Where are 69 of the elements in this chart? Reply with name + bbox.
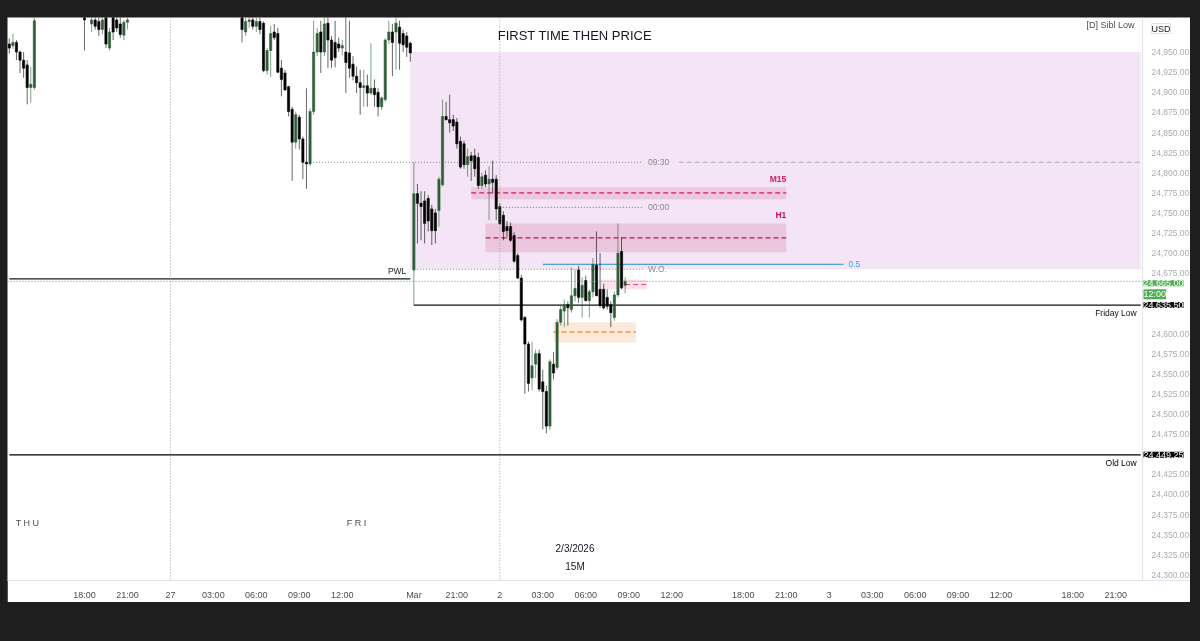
x-tick-label: 2 <box>497 589 503 600</box>
y-tick-label: 24,800.00 <box>1151 167 1190 178</box>
y-tick-label: 24,425.00 <box>1151 469 1190 480</box>
y-tick-label: 24,850.00 <box>1151 127 1190 138</box>
y-tick-label: 24,900.00 <box>1151 87 1190 98</box>
y-tick-label: 24,875.00 <box>1151 107 1190 118</box>
series-label: Old Low <box>1105 457 1138 468</box>
text: 12:00 <box>1143 289 1167 300</box>
y-tick-label: 24,750.00 <box>1151 207 1190 218</box>
y-tick-label: 24,825.00 <box>1151 147 1190 158</box>
x-tick-label: 03:00 <box>202 589 225 600</box>
x-tick-label: 12:00 <box>989 589 1013 600</box>
y-tick-label: 24,550.00 <box>1151 368 1190 379</box>
series-label: 09:30 <box>648 157 670 168</box>
y-tick-label: 24,925.00 <box>1151 67 1190 78</box>
annotation: T H U <box>15 517 40 528</box>
x-tick-label: 06:00 <box>245 589 268 600</box>
y-tick-label: 24,700.00 <box>1151 248 1190 259</box>
series-label: PWL <box>387 265 407 276</box>
x-tick-label: 06:00 <box>903 589 927 600</box>
x-tick-label: 3 <box>826 589 832 600</box>
y-tick-label: 24,775.00 <box>1151 187 1190 198</box>
x-tick-label: 09:00 <box>946 589 970 600</box>
y-tick-label: 24,725.00 <box>1151 228 1190 239</box>
x-tick-label: 12:00 <box>660 589 683 600</box>
x-tick-label: 09:00 <box>288 589 311 600</box>
y-tick-label: 24,500.00 <box>1151 409 1190 420</box>
x-tick-label: 21:00 <box>1104 589 1127 600</box>
series-label: 00:00 <box>648 202 670 213</box>
annotation: [D] Sibl Low <box>1086 19 1135 30</box>
y-tick-label: 24,950.00 <box>1151 47 1190 58</box>
series-label: 0.5 <box>848 259 861 270</box>
annotation: 15M <box>565 561 585 573</box>
y-tick-label: 24,350.00 <box>1151 529 1190 540</box>
x-tick-label: 06:00 <box>574 589 598 600</box>
text: USD <box>1151 23 1171 34</box>
series-label: Friday Low <box>1095 308 1138 319</box>
data-label: 24,635.50 <box>1143 300 1184 311</box>
y-tick-label: 24,675.00 <box>1151 268 1190 279</box>
text: H1 <box>775 210 787 221</box>
x-tick-label: Mar <box>406 589 422 600</box>
x-tick-label: 21:00 <box>445 589 469 600</box>
y-tick-label: 24,400.00 <box>1151 489 1190 500</box>
x-tick-label: 21:00 <box>774 589 798 600</box>
y-tick-label: 24,300.00 <box>1151 569 1190 580</box>
y-tick-label: 24,525.00 <box>1151 388 1190 399</box>
x-tick-label: 21:00 <box>116 589 139 600</box>
series-label: M15 <box>769 174 787 185</box>
text: FIRST TIME THEN PRICE <box>497 28 652 43</box>
y-tick-label: 24,325.00 <box>1151 549 1190 560</box>
series-label: W.O. <box>648 264 667 275</box>
x-tick-label: 03:00 <box>531 589 555 600</box>
x-tick-label: 12:00 <box>331 589 354 600</box>
annotation: F R I <box>346 517 367 528</box>
y-tick-label: 24,375.00 <box>1151 509 1190 520</box>
annotation: 2/3/2026 <box>555 542 595 554</box>
candlestick <box>11 33 15 50</box>
x-tick-label: 09:00 <box>617 589 640 600</box>
y-tick-label: 24,475.00 <box>1151 429 1190 440</box>
x-tick-label: 27 <box>165 589 176 600</box>
y-tick-label: 24,600.00 <box>1151 328 1190 339</box>
data-label: 24,449.25 <box>1143 449 1184 460</box>
x-tick-label: 03:00 <box>860 589 884 600</box>
ref-line-label: 24,665.00 <box>1143 278 1184 289</box>
candlestick <box>623 276 627 294</box>
y-tick-label: 24,575.00 <box>1151 348 1190 359</box>
x-tick-label: 18:00 <box>1061 589 1084 600</box>
x-tick-label: 18:00 <box>732 589 755 600</box>
x-tick-label: 18:00 <box>73 589 96 600</box>
